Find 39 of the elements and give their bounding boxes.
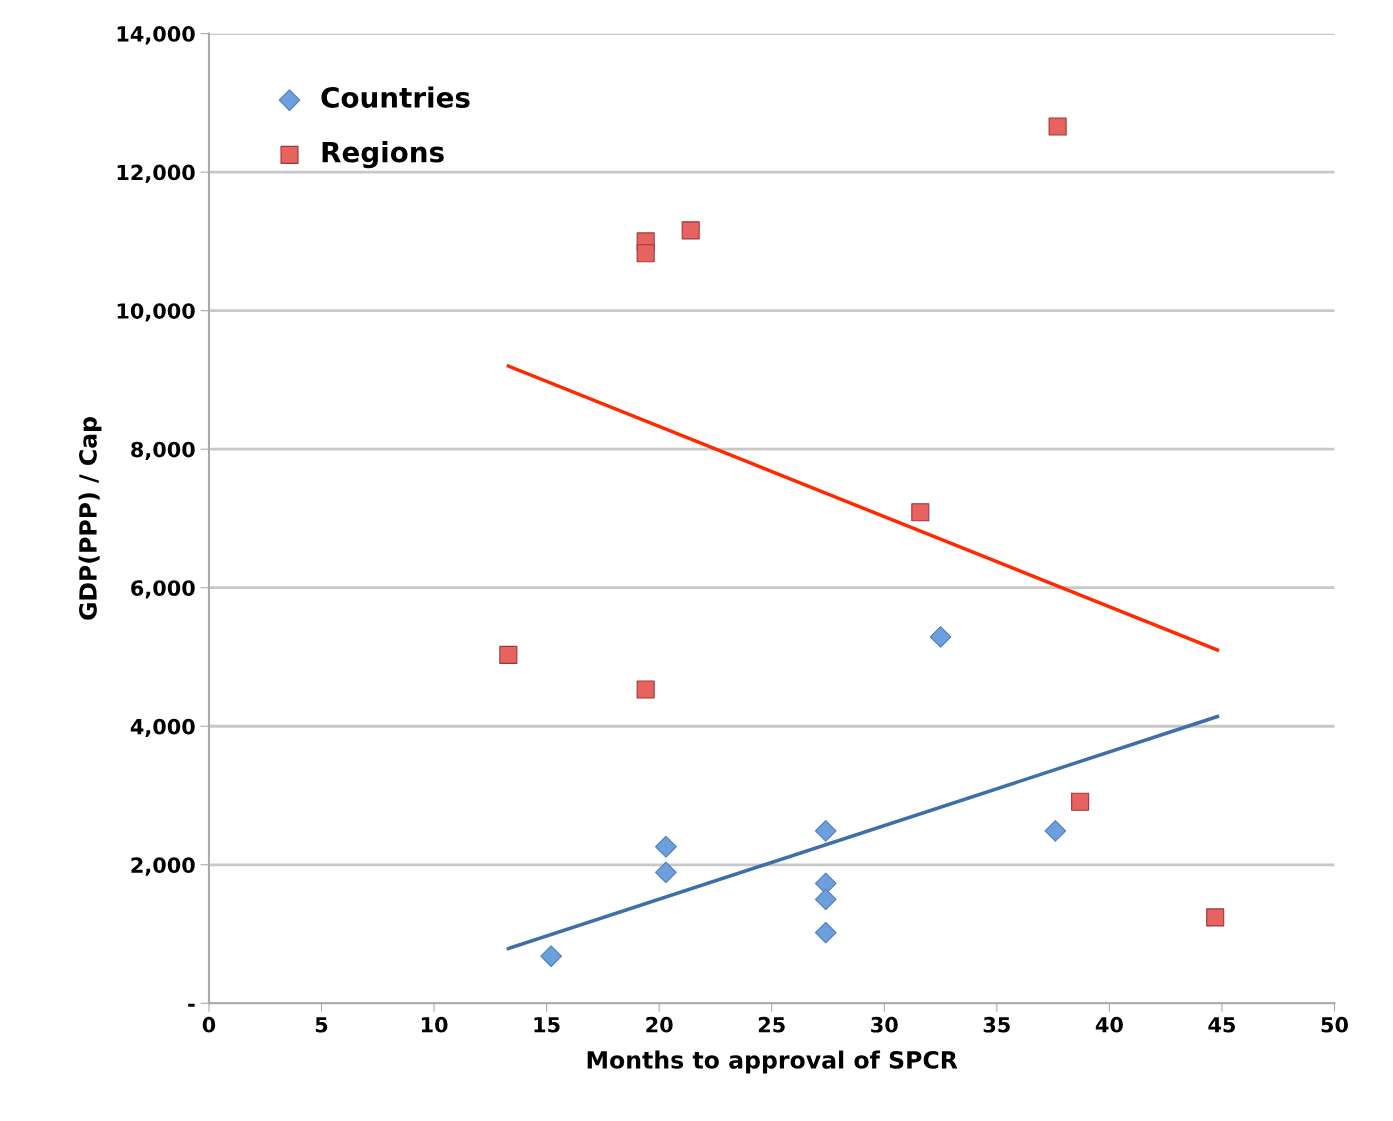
y-tick-label: 2,000: [131, 857, 195, 876]
x-tick-label: 20: [646, 1016, 673, 1033]
x-tick-label: 15: [534, 1017, 560, 1033]
legend-label: Regions: [322, 141, 444, 169]
y-tick-label: 12,000: [117, 164, 195, 184]
point: [636, 244, 655, 263]
point: [911, 503, 930, 522]
y-tick-label: 14,000: [117, 26, 195, 45]
x-tick-label: 50: [1321, 1016, 1348, 1033]
x-tick-label: 40: [1095, 1016, 1123, 1033]
point: [681, 221, 700, 240]
point: [540, 945, 562, 968]
x-tick-label: 25: [758, 1016, 785, 1033]
x-tick-label: 10: [421, 1016, 448, 1033]
point: [655, 835, 677, 858]
y-tick-label: -: [188, 1003, 195, 1007]
x-tick-label: 5: [315, 1017, 328, 1033]
x-tick-label: 0: [202, 1016, 216, 1033]
x-tick-label: 45: [1208, 1017, 1235, 1033]
point: [1206, 908, 1225, 927]
y-tick-label: 4,000: [130, 718, 195, 738]
y-axis-title: GDP(PPP) / Cap: [78, 417, 102, 620]
point: [1071, 792, 1090, 811]
point: [814, 921, 837, 944]
point: [1044, 819, 1067, 842]
y-tick-label: 10,000: [117, 303, 195, 322]
x-axis-title: Months to approval of SPCR: [587, 1050, 958, 1074]
point: [814, 888, 837, 911]
y-tick-label: 6,000: [131, 580, 195, 599]
point: [929, 626, 952, 648]
point: [499, 645, 518, 664]
y-tick-label: 8,000: [131, 441, 195, 461]
x-tick-label: 35: [983, 1016, 1010, 1033]
point: [814, 819, 837, 842]
point: [655, 861, 677, 884]
point: [636, 680, 655, 699]
legend-label: Countries: [321, 86, 470, 108]
point: [1048, 117, 1067, 136]
x-tick-label: 30: [871, 1016, 898, 1033]
